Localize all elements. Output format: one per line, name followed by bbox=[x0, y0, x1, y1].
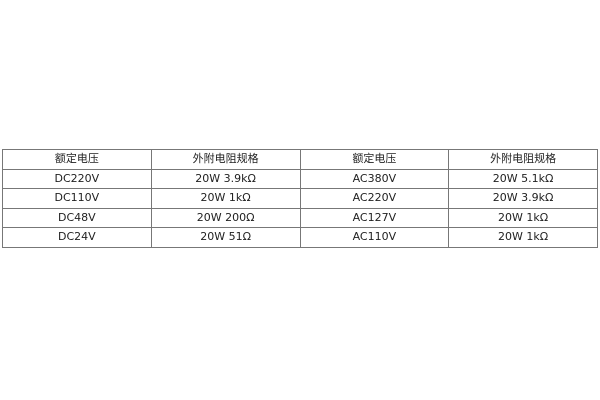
table-cell: 20W 1kΩ bbox=[448, 227, 598, 248]
table-cell: 20W 51Ω bbox=[150, 227, 301, 248]
resistor-spec-table: 额定电压 外附电阻规格 额定电压 外附电阻规格 DC220V 20W 3.9kΩ… bbox=[2, 149, 598, 248]
header-row: 额定电压 外附电阻规格 额定电压 外附电阻规格 bbox=[2, 149, 598, 170]
table-cell: AC220V bbox=[299, 188, 450, 209]
header-rated-voltage: 额定电压 bbox=[2, 149, 152, 170]
table-row: DC220V 20W 3.9kΩ AC380V 20W 5.1kΩ bbox=[2, 168, 598, 189]
table-row: DC24V 20W 51Ω AC110V 20W 1kΩ bbox=[2, 227, 598, 248]
header-resistor-spec: 外附电阻规格 bbox=[150, 149, 301, 170]
table-cell: 20W 1kΩ bbox=[448, 207, 598, 228]
table-cell: DC48V bbox=[2, 207, 152, 228]
table-cell: DC220V bbox=[2, 168, 152, 189]
table-cell: AC110V bbox=[299, 227, 450, 248]
table-row: DC48V 20W 200Ω AC127V 20W 1kΩ bbox=[2, 207, 598, 228]
table-cell: 20W 1kΩ bbox=[150, 188, 301, 209]
table-cell: DC110V bbox=[2, 188, 152, 209]
header-resistor-spec: 外附电阻规格 bbox=[448, 149, 598, 170]
table-cell: AC127V bbox=[299, 207, 450, 228]
table-cell: DC24V bbox=[2, 227, 152, 248]
table-cell: AC380V bbox=[299, 168, 450, 189]
table-row: DC110V 20W 1kΩ AC220V 20W 3.9kΩ bbox=[2, 188, 598, 209]
table-cell: 20W 3.9kΩ bbox=[150, 168, 301, 189]
header-rated-voltage: 额定电压 bbox=[299, 149, 450, 170]
table-cell: 20W 3.9kΩ bbox=[448, 188, 598, 209]
table-cell: 20W 200Ω bbox=[150, 207, 301, 228]
table-cell: 20W 5.1kΩ bbox=[448, 168, 598, 189]
